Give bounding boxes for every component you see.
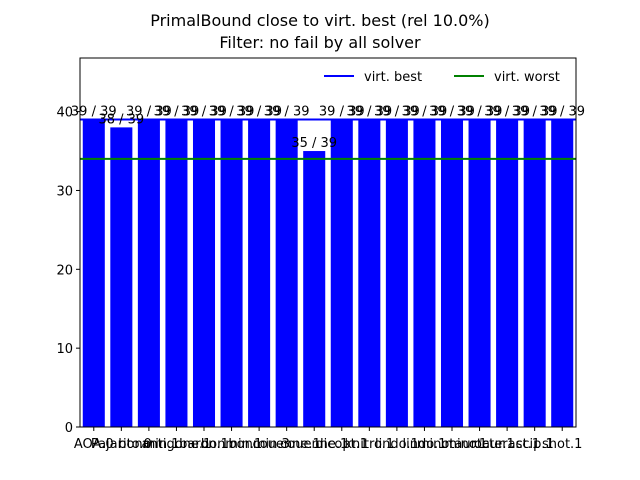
data-label: 39 / 39 — [209, 105, 255, 120]
data-label: 39 / 39 — [71, 105, 117, 120]
x-tick-label: couenne.1 — [280, 437, 348, 452]
x-tick-label: bonmin.1 — [201, 437, 262, 452]
x-tick-label: minotaur.1 — [444, 437, 514, 452]
bar — [165, 119, 188, 427]
data-label: 39 / 39 — [484, 105, 530, 120]
x-tick-label: AOA.0 — [74, 437, 114, 452]
chart-title-line-1: PrimalBound close to virt. best (rel 10.… — [150, 11, 490, 30]
y-tick-label: 0 — [65, 421, 73, 436]
y-tick-label: 10 — [56, 342, 73, 357]
bar — [303, 151, 326, 428]
x-tick-label: baron.1 — [179, 437, 229, 452]
data-label: 39 / 39 — [374, 105, 420, 120]
bar — [413, 119, 436, 427]
data-label: 39 / 39 — [402, 105, 448, 120]
bar — [523, 119, 546, 427]
y-tick-label: 20 — [56, 263, 73, 278]
x-tick-label: couenne.1 — [253, 437, 321, 452]
bar — [496, 119, 519, 427]
data-label: 38 / 39 — [98, 112, 144, 127]
data-label: 39 / 39 — [181, 105, 227, 120]
bar — [275, 119, 298, 427]
bar — [82, 119, 105, 427]
data-label: 39 / 39 — [539, 105, 585, 120]
bar — [358, 119, 381, 427]
x-tick-label: minotaur.1 — [417, 437, 487, 452]
x-tick-label: scip.1 — [516, 437, 554, 452]
data-label: 39 / 39 — [429, 105, 475, 120]
bar — [220, 119, 243, 427]
legend-label: virt. worst — [494, 70, 560, 85]
data-label: 39 / 39 — [126, 105, 172, 120]
bar — [192, 119, 216, 427]
chart-title-line-2: Filter: no fail by all solver — [219, 33, 421, 52]
bar — [110, 127, 133, 427]
x-tick-label: lindo.1 — [375, 437, 419, 452]
x-tick-label: bonmin.3 — [228, 437, 289, 452]
x-tick-label: lindo.1 — [403, 437, 447, 452]
x-tick-label: Pajarito.0 — [91, 437, 152, 452]
plot-frame — [79, 57, 577, 428]
x-tick-label: octeract.1 — [474, 437, 540, 452]
bar — [330, 119, 353, 427]
data-label: 35 / 39 — [291, 136, 337, 151]
bar — [137, 119, 160, 427]
y-tick-label: 30 — [56, 184, 73, 199]
data-label: 39 / 39 — [512, 105, 558, 120]
y-tick-label: 40 — [56, 106, 73, 121]
bar — [551, 119, 574, 427]
data-label: 39 / 39 — [346, 105, 392, 120]
bar — [248, 119, 271, 427]
x-tick-label: antigone.1 — [142, 437, 212, 452]
x-tick-label: dicopt.1 — [315, 437, 368, 452]
bar — [385, 119, 408, 427]
bar — [468, 119, 491, 427]
x-tick-label: knitro.1 — [344, 437, 394, 452]
x-tick-label: shot.1 — [542, 437, 582, 452]
bar — [440, 119, 464, 427]
data-label: 39 / 39 — [319, 105, 365, 120]
data-label: 39 / 39 — [457, 105, 503, 120]
data-label: 39 / 39 — [154, 105, 200, 120]
x-tick-label: bonmin.1 — [118, 437, 179, 452]
legend-label: virt. best — [364, 70, 422, 85]
data-label: 39 / 39 — [236, 105, 282, 120]
data-label: 39 / 39 — [264, 105, 310, 120]
